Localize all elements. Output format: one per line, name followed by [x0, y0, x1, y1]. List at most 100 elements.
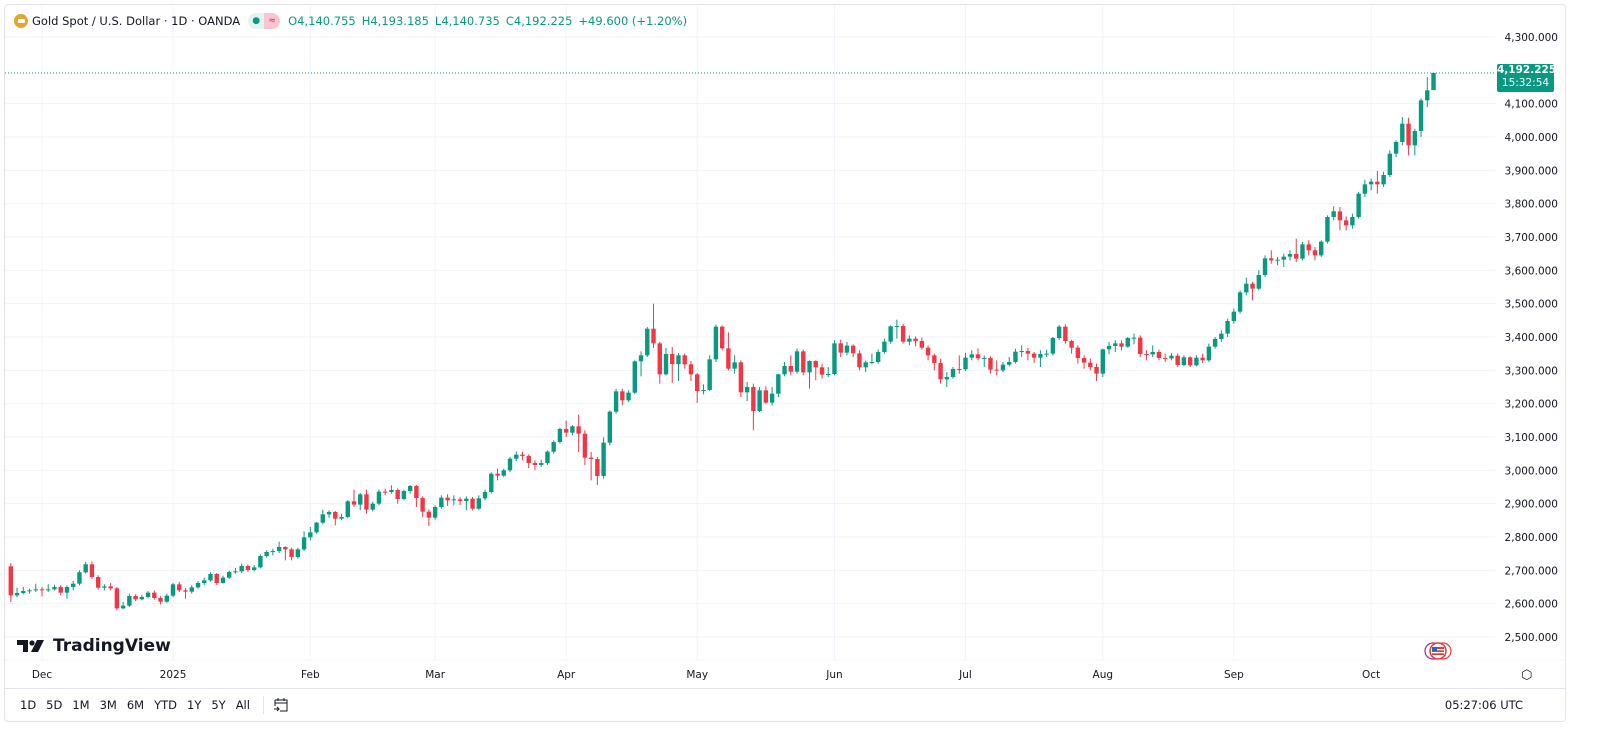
- candle-down[interactable]: [177, 582, 182, 592]
- candle-up[interactable]: [963, 353, 968, 371]
- candle-up[interactable]: [1007, 357, 1012, 367]
- candle-down[interactable]: [582, 430, 588, 466]
- range-6m[interactable]: 6M: [126, 698, 145, 712]
- candle-down[interactable]: [1094, 363, 1099, 381]
- candle-up[interactable]: [195, 581, 201, 589]
- candle-down[interactable]: [588, 452, 594, 481]
- candle-down[interactable]: [158, 596, 163, 605]
- candle-down[interactable]: [1375, 171, 1380, 194]
- candle-up[interactable]: [539, 459, 544, 467]
- market-status[interactable]: ● ≈: [248, 13, 281, 29]
- candle-up[interactable]: [77, 570, 82, 586]
- candle-up[interactable]: [71, 581, 76, 591]
- candle-down[interactable]: [333, 511, 338, 526]
- candle-up[interactable]: [1300, 242, 1305, 261]
- candle-up[interactable]: [782, 362, 787, 377]
- candle-down[interactable]: [39, 587, 45, 597]
- candle-up[interactable]: [1362, 179, 1368, 197]
- range-1y[interactable]: 1Y: [187, 698, 202, 712]
- candle-down[interactable]: [751, 383, 756, 431]
- range-1d[interactable]: 1D: [20, 698, 37, 712]
- candle-up[interactable]: [358, 493, 363, 511]
- candle-up[interactable]: [83, 562, 88, 574]
- candle-up[interactable]: [613, 388, 619, 414]
- candle-up[interactable]: [1381, 171, 1386, 187]
- candle-down[interactable]: [1294, 238, 1299, 262]
- candle-down[interactable]: [1200, 353, 1205, 363]
- candle-up[interactable]: [339, 513, 344, 521]
- candle-up[interactable]: [276, 541, 282, 553]
- candle-down[interactable]: [1250, 282, 1255, 301]
- candle-up[interactable]: [732, 355, 737, 374]
- candle-up[interactable]: [707, 355, 712, 391]
- candle-up[interactable]: [370, 501, 375, 512]
- candle-up[interactable]: [776, 373, 781, 397]
- symbol-title[interactable]: Gold Spot / U.S. Dollar · 1D · OANDA: [32, 14, 241, 28]
- candle-down[interactable]: [925, 345, 931, 361]
- candle-down[interactable]: [526, 454, 531, 468]
- candle-up[interactable]: [1418, 98, 1424, 137]
- candle-down[interactable]: [420, 496, 425, 517]
- candle-up[interactable]: [888, 325, 893, 344]
- candle-down[interactable]: [657, 341, 662, 384]
- candle-up[interactable]: [982, 355, 987, 367]
- candle-up[interactable]: [295, 547, 301, 559]
- candle-down[interactable]: [108, 583, 113, 591]
- candle-up[interactable]: [570, 425, 575, 436]
- candle-up[interactable]: [701, 384, 706, 395]
- candle-down[interactable]: [1069, 339, 1074, 354]
- candle-down[interactable]: [520, 452, 525, 461]
- candle-up[interactable]: [233, 568, 238, 574]
- candle-up[interactable]: [638, 351, 644, 377]
- candle-up[interactable]: [1400, 117, 1405, 146]
- candle-up[interactable]: [189, 585, 194, 594]
- candle-up[interactable]: [1212, 337, 1218, 349]
- range-5y[interactable]: 5Y: [211, 698, 226, 712]
- candle-down[interactable]: [495, 468, 500, 481]
- candle-up[interactable]: [258, 554, 263, 569]
- candle-down[interactable]: [1163, 353, 1168, 362]
- candle-up[interactable]: [907, 335, 912, 346]
- candle-down[interactable]: [1144, 350, 1149, 361]
- candle-down[interactable]: [1406, 117, 1411, 156]
- candle-down[interactable]: [457, 497, 463, 505]
- candle-down[interactable]: [351, 489, 357, 507]
- candle-down[interactable]: [576, 414, 581, 452]
- candle-up[interactable]: [1056, 325, 1062, 341]
- candle-down[interactable]: [532, 460, 538, 471]
- candle-up[interactable]: [1194, 355, 1199, 367]
- candle-up[interactable]: [389, 485, 394, 494]
- candle-up[interactable]: [844, 342, 850, 356]
- candle-up[interactable]: [1431, 72, 1436, 91]
- candle-up[interactable]: [345, 500, 350, 519]
- candle-up[interactable]: [757, 387, 762, 412]
- candle-up[interactable]: [869, 353, 875, 365]
- range-3m[interactable]: 3M: [99, 698, 117, 712]
- candle-down[interactable]: [1306, 240, 1311, 256]
- candle-up[interactable]: [264, 550, 269, 558]
- candle-down[interactable]: [682, 353, 687, 369]
- candle-up[interactable]: [1393, 140, 1399, 157]
- candle-up[interactable]: [270, 548, 276, 556]
- candle-up[interactable]: [170, 583, 176, 597]
- candle-down[interactable]: [651, 303, 656, 348]
- candle-down[interactable]: [957, 355, 962, 374]
- candle-up[interactable]: [894, 319, 900, 339]
- candle-up[interactable]: [1038, 350, 1043, 367]
- candle-up[interactable]: [1150, 345, 1155, 357]
- candle-up[interactable]: [376, 489, 382, 506]
- candle-down[interactable]: [1343, 216, 1349, 231]
- candle-down[interactable]: [395, 488, 400, 504]
- us-economic-event-icon[interactable]: [1424, 642, 1452, 660]
- candle-up[interactable]: [1225, 318, 1230, 337]
- candle-up[interactable]: [769, 387, 775, 406]
- candle-up[interactable]: [501, 468, 506, 477]
- candle-down[interactable]: [364, 489, 369, 514]
- candle-up[interactable]: [164, 593, 169, 603]
- candle-up[interactable]: [632, 360, 637, 395]
- candle-down[interactable]: [988, 356, 993, 374]
- candle-up[interactable]: [744, 382, 750, 401]
- candle-down[interactable]: [283, 546, 288, 561]
- candle-up[interactable]: [320, 509, 325, 525]
